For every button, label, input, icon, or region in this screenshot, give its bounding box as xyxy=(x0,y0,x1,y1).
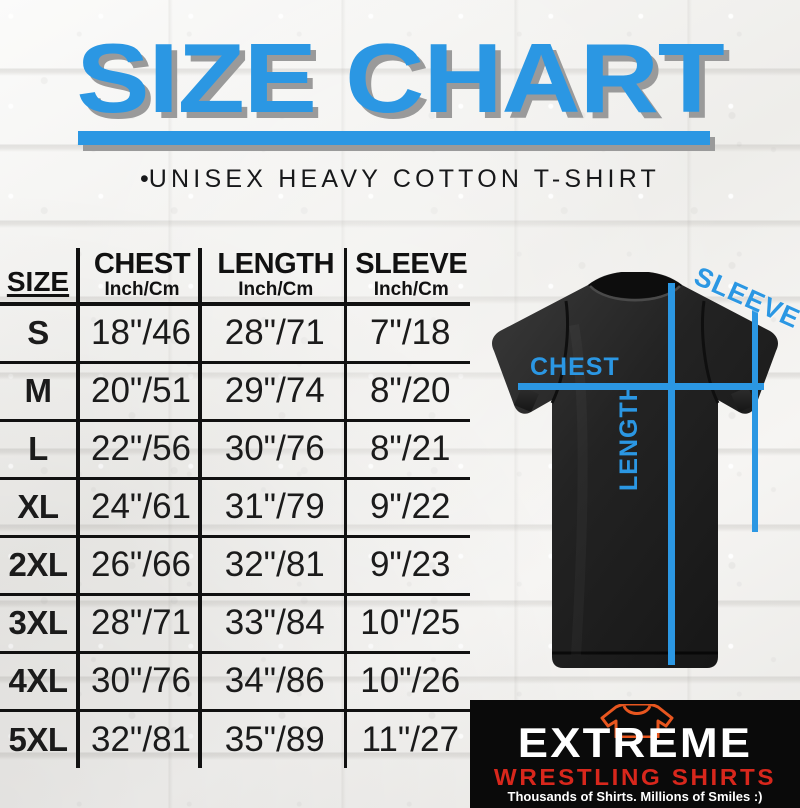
tshirt-collar xyxy=(588,272,682,299)
tshirt-left-cuff xyxy=(514,387,539,412)
tshirt-diagram: CHEST LENGTH SLEEVE xyxy=(470,255,800,675)
length-measure-line xyxy=(668,283,675,665)
cell-length: 35"/89 xyxy=(198,710,345,768)
cell-sleeve: 9"/23 xyxy=(343,536,470,596)
table-row: 5XL 32"/81 35"/89 11"/27 xyxy=(0,710,470,768)
tshirt-illustration xyxy=(492,272,778,668)
cell-size: M xyxy=(0,362,78,422)
chest-label: CHEST xyxy=(530,353,620,381)
cell-sleeve: 7"/18 xyxy=(343,304,470,364)
cell-sleeve: 9"/22 xyxy=(343,478,470,538)
length-label: LENGTH xyxy=(615,382,643,491)
cell-chest: 26"/66 xyxy=(76,536,200,596)
table-row: 2XL 26"/66 32"/81 9"/23 xyxy=(0,536,470,596)
cell-chest: 20"/51 xyxy=(76,362,200,422)
cell-chest: 22"/56 xyxy=(76,420,200,480)
table-header-row: SIZE CHEST Inch/Cm LENGTH Inch/Cm SLEEVE… xyxy=(0,248,470,306)
cell-chest: 24"/61 xyxy=(76,478,200,538)
chest-measure-line xyxy=(518,383,764,390)
sleeve-measure-line xyxy=(752,310,758,532)
cell-chest: 28"/71 xyxy=(76,594,200,654)
table-row: S 18"/46 28"/71 7"/18 xyxy=(0,304,470,364)
logo-subbrand: WRESTLING SHIRTS xyxy=(493,764,777,790)
logo-tagline: Thousands of Shirts. Millions of Smiles … xyxy=(507,789,763,804)
logo-brand-name: EXTREME xyxy=(517,719,753,766)
cell-length: 30"/76 xyxy=(198,420,345,480)
page-subtitle: •UNISEX HEAVY COTTON T-SHIRT xyxy=(0,165,800,194)
header: SIZE CHART •UNISEX HEAVY COTTON T-SHIRT xyxy=(0,0,800,215)
cell-chest: 18"/46 xyxy=(76,304,200,364)
size-chart-table: SIZE CHEST Inch/Cm LENGTH Inch/Cm SLEEVE… xyxy=(0,248,470,768)
cell-size: 2XL xyxy=(0,536,78,596)
cell-chest: 32"/81 xyxy=(76,710,200,768)
cell-length: 28"/71 xyxy=(198,304,345,364)
cell-sleeve: 11"/27 xyxy=(343,710,470,768)
cell-length: 34"/86 xyxy=(198,652,345,712)
tshirt-outline-icon xyxy=(600,704,674,738)
column-header-chest: CHEST Inch/Cm xyxy=(76,248,200,306)
column-header-size: SIZE xyxy=(0,248,78,306)
table-row: 4XL 30"/76 34"/86 10"/26 xyxy=(0,652,470,712)
cell-length: 32"/81 xyxy=(198,536,345,596)
cell-sleeve: 8"/21 xyxy=(343,420,470,480)
size-chart-table-wrapper: SIZE CHEST Inch/Cm LENGTH Inch/Cm SLEEVE… xyxy=(0,248,470,768)
cell-size: XL xyxy=(0,478,78,538)
cell-size: 3XL xyxy=(0,594,78,654)
cell-length: 31"/79 xyxy=(198,478,345,538)
cell-sleeve: 10"/26 xyxy=(343,652,470,712)
cell-size: 4XL xyxy=(0,652,78,712)
cell-chest: 30"/76 xyxy=(76,652,200,712)
tshirt-right-sleeve-seam xyxy=(701,300,720,404)
cell-length: 29"/74 xyxy=(198,362,345,422)
table-row: XL 24"/61 31"/79 9"/22 xyxy=(0,478,470,538)
cell-size: S xyxy=(0,304,78,364)
cell-sleeve: 8"/20 xyxy=(343,362,470,422)
table-row: M 20"/51 29"/74 8"/20 xyxy=(0,362,470,422)
column-header-sleeve: SLEEVE Inch/Cm xyxy=(343,248,470,306)
tshirt-right-cuff xyxy=(731,387,756,412)
cell-length: 33"/84 xyxy=(198,594,345,654)
page-subtitle-text: UNISEX HEAVY COTTON T-SHIRT xyxy=(148,165,660,193)
brand-logo: EXTREME WRESTLING SHIRTS Thousands of Sh… xyxy=(470,700,800,808)
bullet-icon: • xyxy=(140,165,149,193)
cell-sleeve: 10"/25 xyxy=(343,594,470,654)
title-underline-bar xyxy=(78,131,710,145)
cell-size: 5XL xyxy=(8,720,68,758)
table-header: SIZE CHEST Inch/Cm LENGTH Inch/Cm SLEEVE… xyxy=(0,248,470,306)
page-title: SIZE CHART xyxy=(76,23,724,133)
tshirt-left-sleeve-seam xyxy=(550,300,569,404)
column-header-length: LENGTH Inch/Cm xyxy=(198,248,345,306)
table-row: L 22"/56 30"/76 8"/21 xyxy=(0,420,470,480)
table-body: S 18"/46 28"/71 7"/18 M 20"/51 29"/74 8"… xyxy=(0,304,470,768)
cell-size: L xyxy=(0,420,78,480)
table-row: 3XL 28"/71 33"/84 10"/25 xyxy=(0,594,470,654)
